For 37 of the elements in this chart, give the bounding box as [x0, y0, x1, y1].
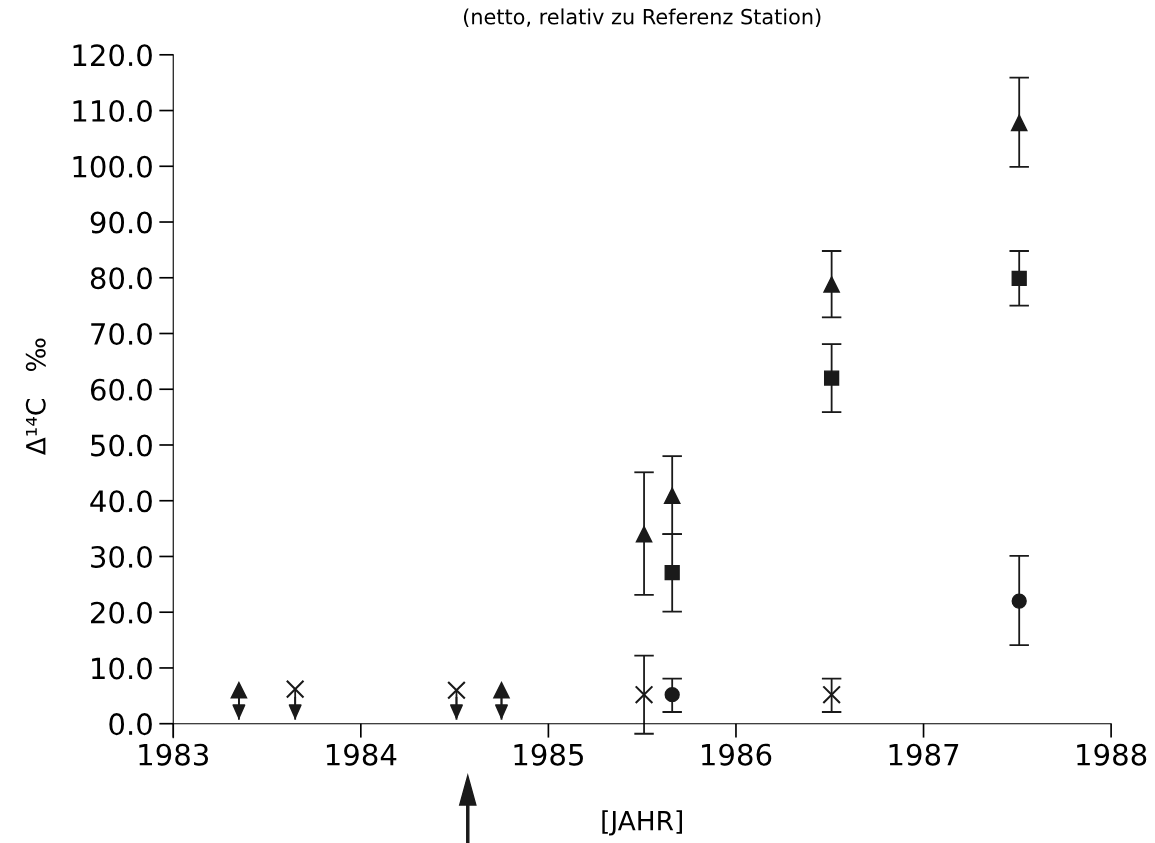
x-axis-title: [JAHR] [602, 810, 682, 836]
y-tick-label: 70.0 [91, 322, 152, 345]
x-tick-label: 1983 [139, 743, 209, 766]
x-tick-label: 1988 [1077, 743, 1147, 766]
point [664, 564, 680, 581]
point [1011, 593, 1027, 609]
x-tick-label: 1987 [889, 743, 959, 766]
point [822, 685, 841, 705]
y-tick-label: 100.0 [73, 155, 152, 178]
y-tick-label: 60.0 [90, 378, 152, 401]
y-tick-label: 50.0 [91, 434, 152, 457]
point [493, 681, 510, 699]
x-tick-label: 1984 [326, 743, 397, 766]
point [447, 680, 466, 700]
point [823, 370, 840, 386]
point [1010, 114, 1028, 132]
point [823, 276, 840, 293]
y-tick-label: 30.0 [91, 545, 152, 568]
y-tick-label: 80.0 [90, 267, 152, 290]
x-tick-label: 1985 [514, 743, 583, 766]
point [663, 487, 681, 505]
y-tick-label: 90.0 [90, 211, 152, 234]
y-tick-label: 110.0 [73, 99, 152, 123]
y-tick-label: 10.0 [92, 657, 152, 680]
y-tick-label: 20.0 [91, 601, 152, 624]
x-tick-label: 1986 [702, 743, 772, 766]
y-tick-label: 0.0 [109, 713, 152, 736]
point [634, 685, 654, 705]
point [230, 681, 248, 699]
point [285, 679, 305, 699]
point [1011, 270, 1027, 286]
point [635, 525, 653, 543]
y-tick-label: 120.0 [73, 44, 152, 67]
chart-title: (netto, relativ zu Referenz Station) [463, 8, 821, 27]
y-tick-label: 40.0 [90, 490, 152, 513]
point [664, 687, 680, 703]
y-axis-title: Δ¹⁴C ‰ [25, 338, 46, 456]
